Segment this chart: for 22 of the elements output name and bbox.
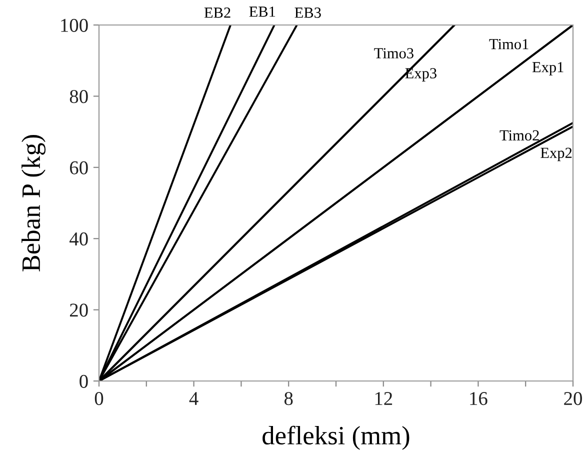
y-tick-label: 100 (61, 18, 88, 32)
x-tick-label: 8 (284, 392, 293, 406)
series-label: Exp2 (540, 148, 572, 162)
series-label: Exp1 (532, 62, 564, 76)
x-tick-label: 12 (375, 392, 392, 405)
y-tick-label: 60 (70, 161, 88, 174)
x-tick-label: 16 (470, 392, 488, 406)
x-tick-label: 20 (564, 392, 582, 406)
y-tick-label: 20 (70, 304, 88, 317)
y-axis-title: Beban P (kg) (22, 135, 46, 272)
series-label: EB1 (249, 6, 276, 17)
x-tick-label: 0 (94, 392, 104, 406)
y-tick-label: 40 (70, 232, 88, 246)
y-tick-label: 0 (80, 374, 88, 388)
series-label: Timo2 (500, 130, 539, 141)
series-label: Timo3 (374, 48, 414, 58)
x-tick-label: 4 (189, 392, 198, 405)
series-label: Timo1 (489, 39, 528, 50)
x-axis-title: defleksi (mm) (262, 426, 410, 450)
y-tick-label: 80 (70, 90, 88, 104)
series-label: EB3 (294, 8, 321, 18)
series-label: EB2 (204, 8, 230, 18)
